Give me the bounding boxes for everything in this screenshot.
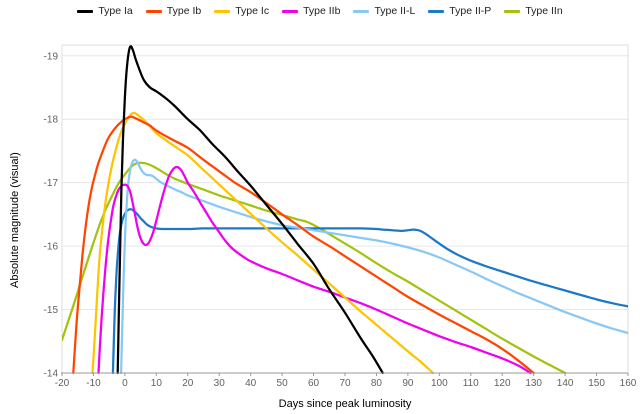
legend-item-type-ic: Type Ic [214,5,269,17]
x-tick-label: -20 [55,378,70,389]
legend-label: Type II-L [374,5,416,17]
legend-swatch-icon [77,9,94,13]
series-line-type-ii-l [119,158,628,375]
y-tick-label: -14 [44,369,59,380]
legend-swatch-icon [214,9,231,13]
chart-legend: Type Ia Type Ib Type Ic Type IIb Type II-L Ty… [0,5,640,17]
legend-item-type-iin: Type IIn [504,5,563,17]
x-tick-label: 80 [371,378,383,389]
series-line-type-ic [91,111,435,375]
x-tick-label: 60 [308,378,320,389]
legend-label: Type Ib [166,5,202,17]
x-axis-title: Days since peak luminosity [278,398,412,410]
x-tick-label: 130 [525,378,542,389]
series-line-type-ia [116,45,384,375]
legend-label: Type IIn [525,5,563,17]
x-tick-label: 10 [151,378,163,389]
legend-item-type-ii-l: Type II-L [353,5,415,17]
series-line-type-iib [97,165,532,375]
x-tick-label: 50 [277,378,289,389]
legend-label: Type Ia [98,5,133,17]
legend-swatch-icon [504,9,521,13]
legend-item-type-ia: Type Ia [77,5,133,17]
legend-label: Type IIb [303,5,341,17]
x-tick-label: 120 [494,378,511,389]
x-tick-label: 20 [182,378,194,389]
y-tick-label: -18 [44,115,59,126]
x-tick-label: 150 [588,378,605,389]
series-line-type-iin [62,161,567,375]
legend-swatch-icon [353,9,370,13]
x-tick-label: 100 [431,378,448,389]
y-tick-label: -16 [44,242,59,253]
x-tick-label: 70 [339,378,351,389]
series-line-type-ib [72,115,535,375]
x-tick-label: 160 [620,378,637,389]
x-tick-label: 90 [402,378,414,389]
y-tick-label: -15 [44,305,59,316]
y-axis-title: Absolute magnitude (visual) [9,152,21,288]
legend-item-type-ii-p: Type II-P [428,5,491,17]
x-tick-label: 40 [245,378,257,389]
legend-label: Type Ic [235,5,270,17]
legend-swatch-icon [145,9,162,13]
series-group [62,45,628,375]
legend-label: Type II-P [449,5,492,17]
x-tick-label: 30 [214,378,226,389]
legend-item-type-ib: Type Ib [145,5,202,17]
legend-item-type-iib: Type IIb [282,5,340,17]
legend-swatch-icon [428,9,445,13]
x-tick-label: 140 [557,378,574,389]
series-line-type-ii-p [111,208,628,375]
y-tick-label: -19 [44,51,59,62]
x-tick-label: -10 [86,378,101,389]
x-tick-label: 110 [463,378,479,389]
x-tick-label: 0 [122,378,128,389]
y-tick-label: -17 [44,178,59,189]
legend-swatch-icon [282,9,299,13]
